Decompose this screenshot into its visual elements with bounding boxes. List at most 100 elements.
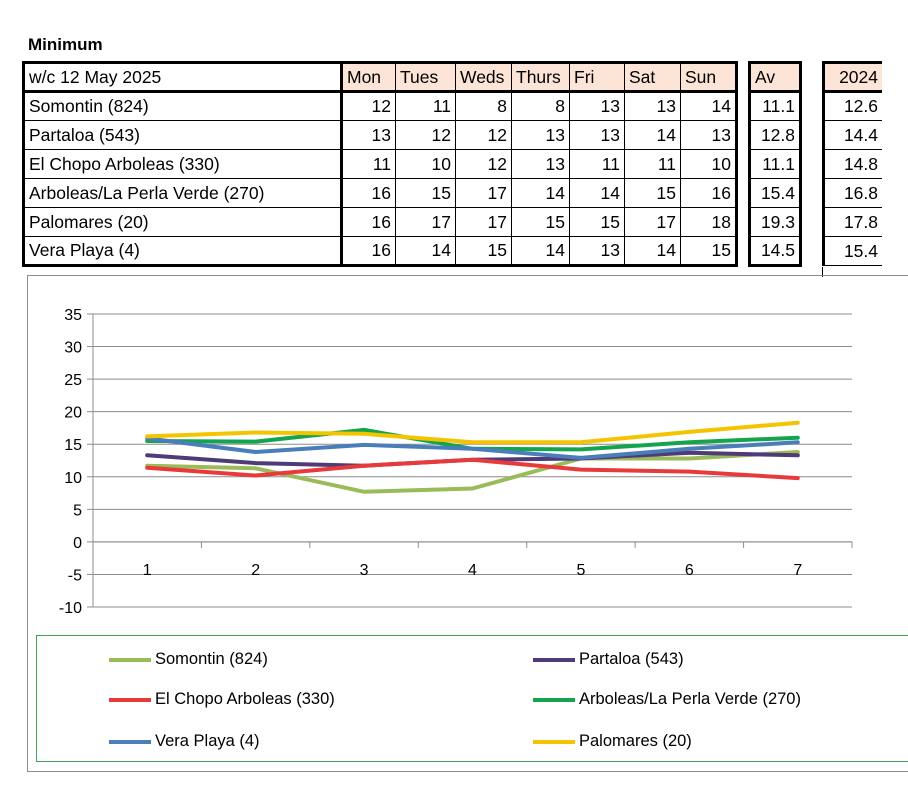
year-2024-cell: 15.4 [822,236,882,266]
temperature-cell: 16 [680,178,738,208]
station-name: Vera Playa (4) [22,236,343,267]
legend-label: Somontin (824) [155,650,268,668]
page-title: Minimum [28,35,103,54]
temperature-cell: 14 [511,178,570,208]
y-tick-label: 10 [64,470,82,487]
table-row: 19.3 [748,207,802,237]
temperature-cell: 8 [455,91,512,121]
day-header-mon: Mon [341,61,396,93]
x-tick-label: 4 [468,562,477,579]
day-header-sat: Sat [624,61,681,93]
table-row: 17.8 [822,207,882,237]
average-cell: 19.3 [748,207,802,237]
station-name: Partaloa (543) [22,120,343,150]
station-name: Somontin (824) [22,91,343,121]
temperature-cell: 13 [569,236,625,267]
y-tick-label: 35 [64,307,82,324]
series-line-3 [145,457,800,481]
average-header: Av [748,61,802,93]
table-row: 15.4 [748,178,802,208]
table-row: 11.1 [748,149,802,179]
station-name: Palomares (20) [22,207,343,237]
legend-label: Palomares (20) [579,732,692,750]
table-row: 12.8 [748,120,802,150]
temperature-cell: 18 [680,207,738,237]
day-header-sun: Sun [680,61,738,93]
day-header-weds: Weds [455,61,512,93]
table-row: 11.1 [748,91,802,121]
temperature-cell: 14 [511,236,570,267]
temperature-cell: 16 [341,207,396,237]
x-tick-label: 7 [793,562,802,579]
temperature-cell: 11 [569,149,625,179]
temperature-cell: 13 [569,91,625,121]
y-tick-label: -5 [68,567,82,584]
legend-item: Arboleas/La Perla Verde (270) [533,690,801,709]
temperature-cell: 11 [341,149,396,179]
series-line-6 [145,420,800,445]
x-tick-label: 5 [576,562,585,579]
table-row: El Chopo Arboleas (330) 11 10 12 13 11 11 10 [22,149,738,179]
year-2024-table: 2024 12.6 14.4 14.8 16.8 17.8 15.4 [822,61,882,266]
temperature-cell: 8 [511,91,570,121]
series-line-5 [145,436,800,460]
temperature-cell: 14 [569,178,625,208]
table-row: Somontin (824) 12 11 8 8 13 13 14 [22,91,738,121]
station-name: Arboleas/La Perla Verde (270) [22,178,343,208]
average-header-row: Av [748,61,802,93]
x-tick-label: 1 [143,562,152,579]
temperature-cell: 12 [395,120,456,150]
table-row: Vera Playa (4) 16 14 15 14 13 14 15 [22,236,738,267]
average-cell: 15.4 [748,178,802,208]
legend-swatch [533,657,575,662]
table-row: 14.5 [748,236,802,267]
temperature-cell: 11 [395,91,456,121]
legend-swatch [109,657,151,662]
y-tick-label: 20 [64,405,82,422]
table-row: Arboleas/La Perla Verde (270) 16 15 17 14 14 1… [22,178,738,208]
table-row: 14.4 [822,120,882,150]
y-tick-label: 30 [64,340,82,357]
average-cell: 12.8 [748,120,802,150]
legend-label: Partaloa (543) [579,650,684,668]
table-row: 16.8 [822,178,882,208]
temperature-cell: 16 [341,178,396,208]
legend-label: El Chopo Arboleas (330) [155,690,335,708]
table-header-row: w/c 12 May 2025 Mon Tues Weds Thurs Fri Sat Sun [22,61,738,93]
temperature-cell: 13 [624,91,681,121]
station-name: El Chopo Arboleas (330) [22,149,343,179]
series-line-1 [145,450,800,494]
temperature-cell: 11 [624,149,681,179]
chart-legend: Somontin (824) Partaloa (543) El Chopo Arb… [36,635,908,762]
temperature-cell: 14 [624,120,681,150]
temperature-cell: 13 [511,149,570,179]
temperature-cell: 15 [455,236,512,267]
temperature-cell: 15 [569,207,625,237]
year-2024-cell: 16.8 [822,178,882,208]
temperature-cell: 16 [341,236,396,267]
x-tick-label: 3 [360,562,369,579]
line-chart: 35 30 25 20 15 10 5 0 -5 -10 1 2 3 4 5 6 7 [59,307,853,617]
x-tick-label: 2 [251,562,260,579]
year-2024-cell: 12.6 [822,91,882,121]
average-cell: 14.5 [748,236,802,267]
legend-item: Palomares (20) [533,732,692,751]
temperature-cell: 14 [395,236,456,267]
temperature-cell: 17 [624,207,681,237]
year-2024-cell: 14.4 [822,120,882,150]
day-header-fri: Fri [569,61,625,93]
legend-swatch [533,697,575,702]
temperature-cell: 14 [680,91,738,121]
temperature-cell: 13 [341,120,396,150]
week-label: w/c 12 May 2025 [22,61,343,93]
day-header-tues: Tues [395,61,456,93]
temperature-cell: 13 [511,120,570,150]
average-cell: 11.1 [748,149,802,179]
temperature-cell: 17 [395,207,456,237]
table-row: 14.8 [822,149,882,179]
day-header-thurs: Thurs [511,61,570,93]
legend-label: Arboleas/La Perla Verde (270) [579,690,801,708]
year-2024-header: 2024 [822,61,882,93]
temperature-cell: 10 [395,149,456,179]
temperature-cell: 14 [624,236,681,267]
